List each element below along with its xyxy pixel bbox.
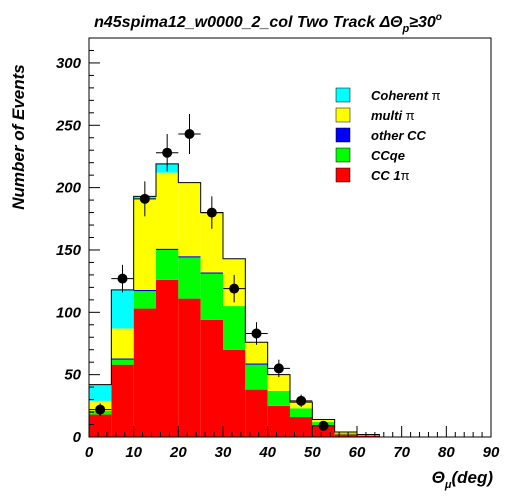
x-tick-label: 70 bbox=[393, 444, 410, 461]
data-point bbox=[111, 264, 134, 293]
legend-label: CCqe bbox=[371, 148, 405, 163]
x-tick-label: 80 bbox=[438, 444, 455, 461]
bar-segment bbox=[245, 342, 268, 364]
legend-label: other CC bbox=[371, 128, 427, 143]
bar-segment bbox=[156, 248, 179, 250]
legend-entry: CC 1π bbox=[335, 167, 410, 183]
bar-segment bbox=[334, 433, 357, 435]
data-point bbox=[133, 181, 156, 217]
bar-segment bbox=[156, 249, 179, 280]
data-point bbox=[245, 322, 268, 345]
bar-segment bbox=[245, 364, 268, 390]
y-tick-label: 200 bbox=[55, 180, 82, 197]
legend-label: CC 1π bbox=[371, 168, 410, 183]
bar-segment bbox=[111, 328, 134, 359]
bar-segment bbox=[312, 425, 335, 437]
bar-segment bbox=[290, 408, 313, 418]
bar-segment bbox=[89, 384, 112, 401]
bar-segment bbox=[223, 349, 246, 437]
bar-segment bbox=[111, 359, 134, 365]
bar-segment bbox=[178, 182, 201, 257]
bar-segment bbox=[133, 291, 156, 309]
y-axis-label: Number of Events bbox=[9, 64, 28, 209]
x-tick-label: 20 bbox=[169, 444, 187, 461]
bar-segment bbox=[156, 172, 179, 249]
bar-segment bbox=[89, 414, 112, 437]
bar-segment bbox=[156, 279, 179, 437]
data-point bbox=[200, 196, 223, 229]
legend-swatch bbox=[335, 127, 351, 143]
bar-segment bbox=[357, 434, 380, 436]
y-tick-label: 0 bbox=[73, 429, 82, 446]
legend-entry: Coherent π bbox=[335, 87, 441, 103]
bar-segment bbox=[133, 289, 156, 292]
data-point bbox=[156, 134, 179, 172]
legend-swatch bbox=[335, 147, 351, 163]
bar-segment bbox=[267, 374, 290, 391]
x-tick-label: 40 bbox=[258, 444, 276, 461]
x-tick-label: 0 bbox=[85, 444, 94, 461]
data-point bbox=[312, 420, 335, 431]
bar-segment bbox=[267, 390, 290, 406]
bar-segment bbox=[178, 257, 201, 299]
x-tick-label: 50 bbox=[304, 444, 321, 461]
y-tick-label: 250 bbox=[55, 117, 82, 134]
bar-segment bbox=[111, 358, 134, 360]
x-tick-label: 30 bbox=[215, 444, 232, 461]
legend-swatch bbox=[335, 107, 351, 123]
bar-segment bbox=[200, 272, 223, 274]
x-tick-label: 60 bbox=[349, 444, 366, 461]
y-tick-label: 100 bbox=[56, 304, 82, 321]
legend-swatch bbox=[335, 167, 351, 183]
bar-segment bbox=[245, 363, 268, 365]
bar-segment bbox=[267, 405, 290, 437]
legend-label: multi π bbox=[371, 108, 415, 123]
bar-segment bbox=[200, 319, 223, 437]
bar-segment bbox=[178, 298, 201, 437]
y-tick-label: 150 bbox=[56, 242, 82, 259]
bar-segment bbox=[334, 432, 357, 434]
chart-title: n45spima12_w0000_2_col Two Track ΔΘp≥30o bbox=[94, 12, 442, 35]
legend-entry: multi π bbox=[335, 107, 415, 123]
bar-segment bbox=[357, 435, 380, 437]
data-point bbox=[223, 274, 246, 303]
x-tick-label: 90 bbox=[483, 444, 500, 461]
bar-segment bbox=[133, 308, 156, 437]
legend-swatch bbox=[335, 87, 351, 103]
data-point bbox=[178, 114, 201, 154]
legend-entry: CCqe bbox=[335, 147, 405, 163]
bar-segment bbox=[223, 306, 246, 350]
x-tick-label: 10 bbox=[125, 444, 142, 461]
bar-segment bbox=[290, 417, 313, 437]
legend-entry: other CC bbox=[335, 127, 427, 143]
y-tick-label: 300 bbox=[56, 55, 82, 72]
bar-segment bbox=[111, 289, 134, 329]
legend-label: Coherent π bbox=[371, 88, 441, 103]
y-tick-label: 50 bbox=[64, 367, 81, 384]
legend: Coherent π multi π other CC CCqe CC 1π bbox=[335, 87, 441, 183]
data-point bbox=[267, 359, 290, 378]
bar-segment bbox=[133, 198, 156, 290]
x-axis-label: Θμ(deg) bbox=[432, 468, 494, 491]
bar-segment bbox=[178, 256, 201, 258]
data-point bbox=[89, 403, 112, 416]
bar-segment bbox=[111, 364, 134, 437]
bar-segment bbox=[245, 389, 268, 437]
data-point bbox=[290, 394, 313, 408]
bar-segment bbox=[200, 273, 223, 320]
bar-segment bbox=[334, 434, 357, 437]
bar-segment bbox=[200, 212, 223, 273]
